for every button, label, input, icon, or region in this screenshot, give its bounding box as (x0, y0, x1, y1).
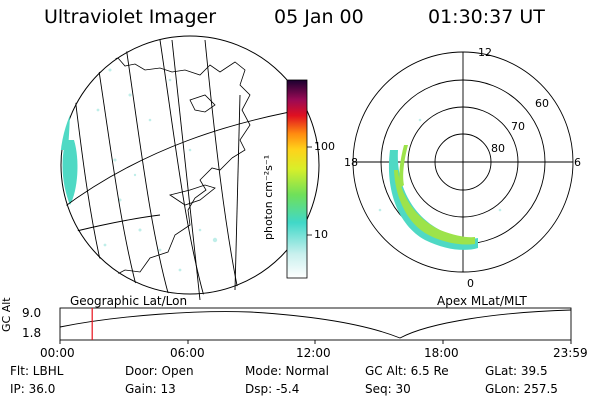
airglow-speckle (96, 68, 218, 272)
earth-limb-view (60, 35, 320, 295)
timeline-ymax: 9.0 (22, 306, 42, 320)
date-label: 05 Jan 00 (274, 6, 364, 28)
colorbar (286, 79, 312, 279)
auroral-oval (388, 145, 478, 250)
mlt-label-0: 0 (467, 277, 474, 290)
info-gain: Gain: 13 (125, 382, 176, 396)
mlt-label-18: 18 (344, 156, 358, 169)
colorbar-tick-100: 100 (314, 140, 335, 153)
timeline-tick-1200: 12:00 (296, 346, 331, 360)
instrument-title: Ultraviolet Imager (44, 6, 217, 28)
timeline-tick-0600: 06:00 (170, 346, 205, 360)
time-label: 01:30:37 UT (428, 6, 545, 28)
info-glat: GLat: 39.5 (485, 364, 548, 378)
info-glon: GLon: 257.5 (485, 382, 558, 396)
lat-label-70: 70 (511, 120, 525, 133)
timeline-tick-2359: 23:59 (553, 346, 588, 360)
lat-label-60: 60 (535, 97, 549, 110)
right-panel-caption: Apex MLat/MLT (437, 294, 527, 308)
timeline-tick-1800: 18:00 (424, 346, 459, 360)
info-ip: IP: 36.0 (10, 382, 56, 396)
mlt-label-6: 6 (574, 156, 581, 169)
aurora-tail (62, 140, 78, 205)
lat-label-80: 80 (491, 142, 505, 155)
info-gc-alt: GC Alt: 6.5 Re (365, 364, 449, 378)
altitude-curve (59, 309, 572, 339)
info-door: Door: Open (125, 364, 194, 378)
colorbar-tick-10: 10 (314, 228, 328, 241)
info-dsp: Dsp: -5.4 (245, 382, 300, 396)
timeline-ymin: 1.8 (22, 326, 42, 340)
timeline-tick-0000: 00:00 (40, 346, 75, 360)
info-mode: Mode: Normal (245, 364, 329, 378)
left-panel-caption: Geographic Lat/Lon (70, 294, 188, 308)
timeline-frame (59, 307, 572, 341)
info-filter: Flt: LBHL (10, 364, 64, 378)
timeline-ylabel: GC Alt (0, 297, 13, 332)
info-seq: Seq: 30 (365, 382, 411, 396)
mlt-label-12: 12 (478, 46, 492, 59)
